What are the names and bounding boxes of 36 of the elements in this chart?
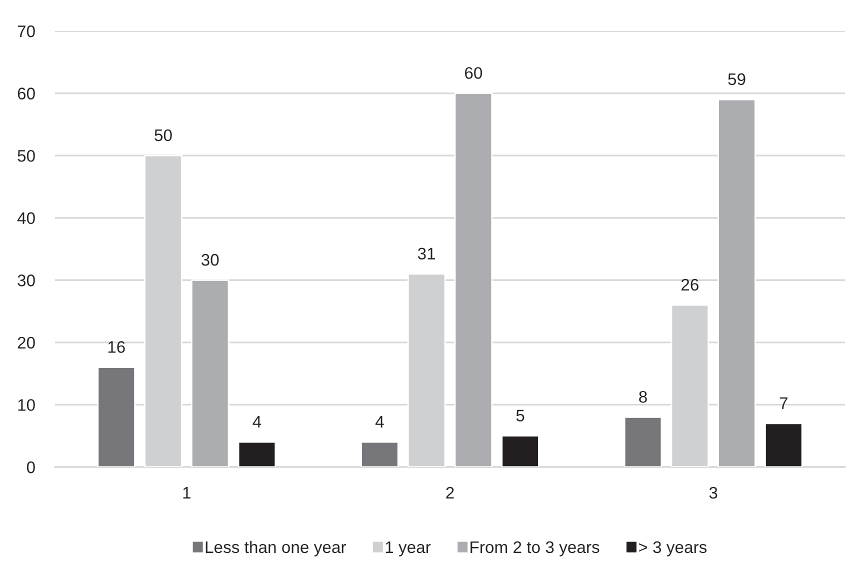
x-tick-label: 1 xyxy=(183,487,190,499)
data-label: 59 xyxy=(728,73,746,86)
data-label: 60 xyxy=(465,67,482,79)
data-label: 4 xyxy=(252,416,262,428)
legend-label: Less than one year xyxy=(206,540,346,556)
y-tick-label: 10 xyxy=(18,399,35,411)
y-tick-label: 60 xyxy=(18,88,35,100)
data-label: 8 xyxy=(639,390,647,403)
bar xyxy=(764,422,803,467)
y-tick-label: 30 xyxy=(18,274,35,286)
y-tick-label: 20 xyxy=(18,336,35,349)
bar xyxy=(718,98,756,467)
y-tick-label: 50 xyxy=(18,150,35,162)
y-tick-label: 40 xyxy=(17,212,35,224)
bar xyxy=(238,441,276,467)
legend-label: From 2 to 3 years xyxy=(470,541,600,556)
legend-label: 1 year xyxy=(386,541,431,556)
x-tick-label: 2 xyxy=(446,486,454,499)
legend-label: > 3 years xyxy=(638,541,707,556)
data-label: 30 xyxy=(201,254,219,266)
data-label: 4 xyxy=(375,416,384,428)
data-label: 31 xyxy=(418,248,436,260)
data-label: 5 xyxy=(516,410,524,422)
bar xyxy=(501,435,540,467)
bar xyxy=(454,92,493,467)
data-label: 7 xyxy=(780,397,788,409)
y-tick-label: 0 xyxy=(26,461,35,474)
x-tick-label: 3 xyxy=(709,486,718,499)
data-label: 50 xyxy=(154,129,172,142)
y-tick-label: 70 xyxy=(18,25,35,38)
bar xyxy=(190,279,230,467)
bar xyxy=(97,366,136,467)
data-label: 26 xyxy=(681,278,698,291)
bar xyxy=(624,416,662,467)
data-label: 16 xyxy=(108,341,125,353)
bar xyxy=(360,441,399,467)
